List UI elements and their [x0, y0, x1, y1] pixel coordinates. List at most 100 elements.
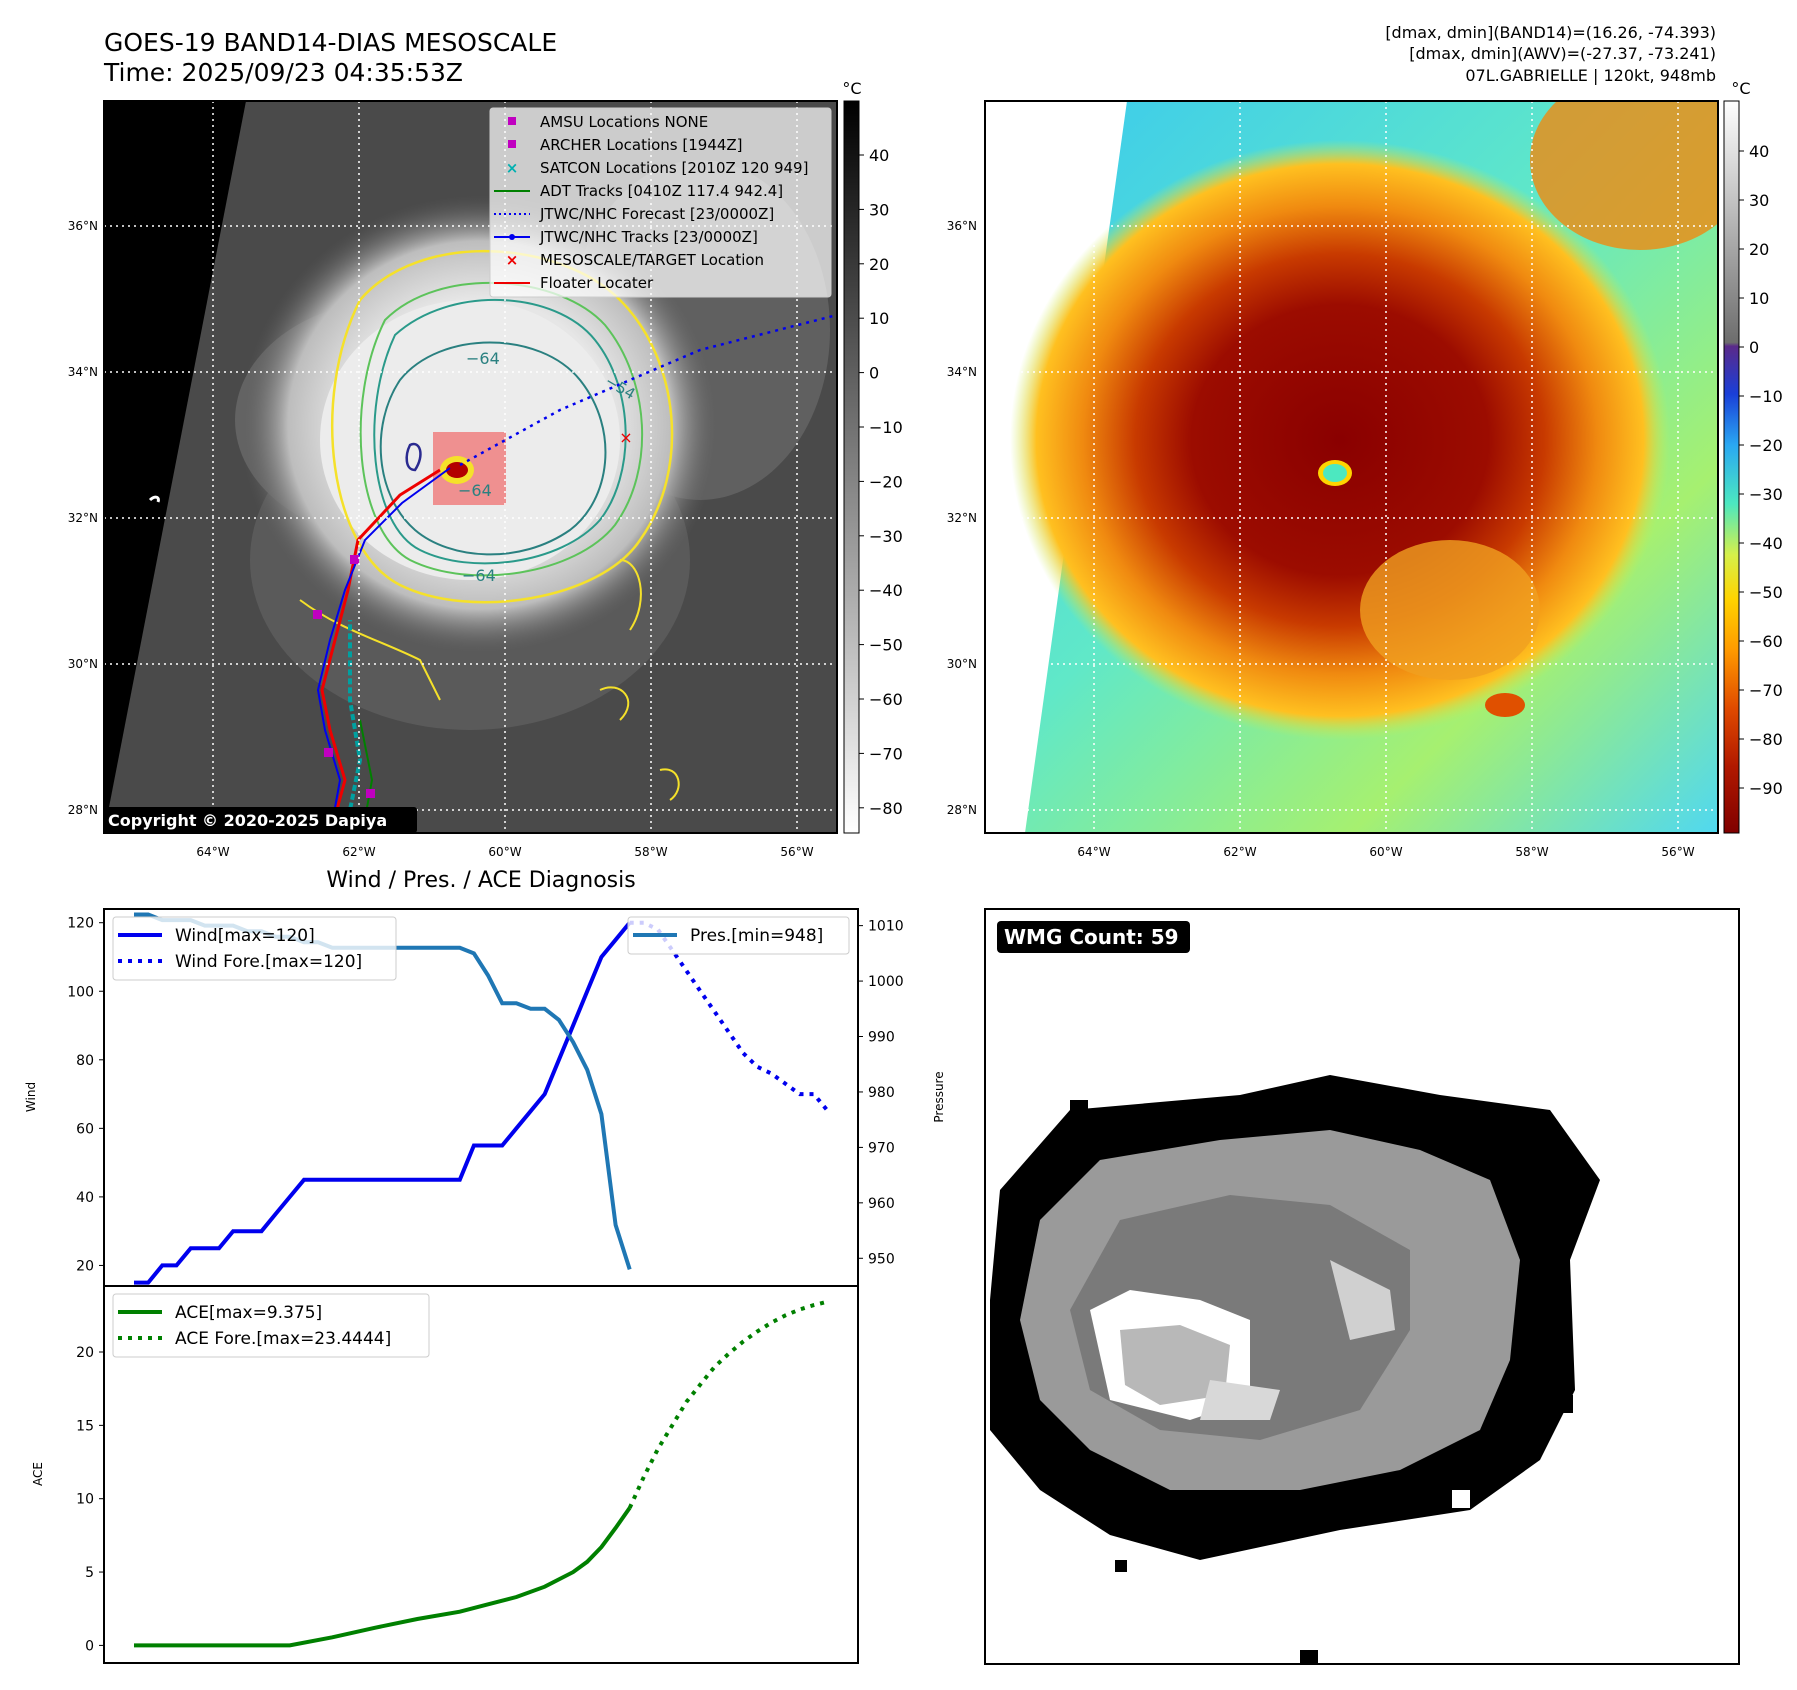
pressure-axis-label: Pressure — [932, 1071, 946, 1122]
colorbar-tick-label: −30 — [1749, 485, 1783, 504]
title-line-1: GOES-19 BAND14-DIAS MESOSCALE — [104, 28, 557, 57]
svg-text:×: × — [619, 428, 632, 447]
legend-entry: AMSU Locations NONE — [540, 113, 708, 131]
contour-label: −64 — [466, 349, 500, 368]
lon-label: 64°W — [1077, 845, 1110, 859]
lat-label: 32°N — [947, 511, 977, 525]
colorbar-tick-label: −80 — [869, 799, 903, 818]
storm-info: 07L.GABRIELLE | 120kt, 948mb — [1465, 66, 1716, 85]
lat-label: 34°N — [68, 365, 98, 379]
lat-label: 30°N — [947, 657, 977, 671]
title-line-2: Time: 2025/09/23 04:35:53Z — [103, 58, 463, 87]
lon-label: 64°W — [196, 845, 229, 859]
color-ir-map — [985, 101, 1718, 833]
y2-tick-label: 960 — [868, 1196, 895, 1212]
y-tick-label: 15 — [76, 1418, 94, 1434]
lon-label: 60°W — [1369, 845, 1402, 859]
wmg-count-badge — [997, 921, 1190, 953]
legend-entry: Pres.[min=948] — [690, 926, 823, 946]
y-tick-label: 5 — [85, 1565, 94, 1581]
lat-label: 32°N — [68, 511, 98, 525]
y2-tick-label: 970 — [868, 1140, 895, 1156]
right-map-lat-labels: 36°N 34°N 32°N 30°N 28°N — [947, 219, 977, 817]
ace-axis-label: ACE — [31, 1462, 45, 1486]
diagnosis-title: Wind / Pres. / ACE Diagnosis — [326, 868, 635, 893]
colorbar-tick-label: 40 — [1749, 142, 1769, 161]
y-tick-label: 60 — [76, 1121, 94, 1137]
legend-entry: ACE[max=9.375] — [175, 1303, 322, 1323]
svg-text:×: × — [506, 251, 519, 269]
y2-tick-label: 1010 — [868, 919, 904, 935]
series-line-wind — [134, 921, 632, 1285]
colorbar-tick-label: 40 — [869, 146, 889, 165]
pressure-legend: Pres.[min=948] — [627, 916, 850, 955]
wmg-panel — [985, 909, 1739, 1664]
legend-marker-amsu — [508, 117, 516, 125]
legend-entry: ADT Tracks [0410Z 117.4 942.4] — [540, 182, 783, 200]
stats-line-2: [dmax, dmin](AWV)=(-27.37, -73.241) — [1409, 44, 1716, 63]
colorbar-tick-label: 10 — [869, 309, 889, 328]
colorbar-tick-label: −70 — [1749, 681, 1783, 700]
wind-legend: Wind[max=120] Wind Fore.[max=120] — [112, 916, 397, 981]
colorbar-tick-label: 0 — [869, 364, 879, 383]
y-tick-label: 0 — [85, 1638, 94, 1654]
colorbar-tick-label: −90 — [1749, 779, 1783, 798]
lon-label: 58°W — [634, 845, 667, 859]
y-tick-label: 20 — [76, 1258, 94, 1274]
lat-label: 36°N — [68, 219, 98, 233]
y-tick-label: 80 — [76, 1053, 94, 1069]
y-tick-label: 20 — [76, 1345, 94, 1361]
y-tick-label: 120 — [67, 916, 94, 932]
legend-entry: Wind Fore.[max=120] — [175, 952, 362, 972]
y-tick-label: 10 — [76, 1492, 94, 1508]
legend-entry: ACE Fore.[max=23.4444] — [175, 1329, 391, 1349]
colorbar-tick-label: −40 — [1749, 534, 1783, 553]
colorbar-tick-label: −50 — [869, 636, 903, 655]
y2-tick-label: 950 — [868, 1251, 895, 1267]
legend-entry: MESOSCALE/TARGET Location — [540, 251, 764, 269]
colorbar-tick-label: 10 — [1749, 289, 1769, 308]
lat-label: 36°N — [947, 219, 977, 233]
colorbar-unit: °C — [1731, 79, 1750, 98]
colorbar-tick-label: −20 — [869, 472, 903, 491]
legend-marker-archer — [508, 140, 516, 148]
ace-chart: 0 5 10 15 20 — [76, 1299, 829, 1654]
copyright-text: Copyright © 2020-2025 Dapiya — [108, 811, 387, 830]
lon-label: 62°W — [342, 845, 375, 859]
right-map-lon-labels: 64°W 62°W 60°W 58°W 56°W — [1077, 845, 1694, 859]
y-tick-label: 100 — [67, 984, 94, 1000]
legend-entry: JTWC/NHC Forecast [23/0000Z] — [539, 205, 774, 223]
colorbar-tick-label: 20 — [1749, 240, 1769, 259]
legend-entry: Wind[max=120] — [175, 926, 315, 946]
colorbar-tick-label: −60 — [869, 690, 903, 709]
colorbar-tick-label: −70 — [869, 744, 903, 763]
colorbar-tick-label: 20 — [869, 255, 889, 274]
legend-entry: SATCON Locations [2010Z 120 949] — [540, 159, 808, 177]
stats-line-1: [dmax, dmin](BAND14)=(16.26, -74.393) — [1385, 23, 1716, 42]
wind-axis-label: Wind — [24, 1082, 38, 1112]
colorbar-tick-label: −20 — [1749, 436, 1783, 455]
y2-tick-label: 980 — [868, 1085, 895, 1101]
colorbar-tick-label: −40 — [869, 581, 903, 600]
colorbar-tick-label: 30 — [869, 200, 889, 219]
lon-label: 58°W — [1515, 845, 1548, 859]
y2-tick-label: 1000 — [868, 974, 904, 990]
lat-label: 28°N — [947, 803, 977, 817]
colorbar-tick-label: −30 — [869, 527, 903, 546]
legend-entry: ARCHER Locations [1944Z] — [540, 136, 743, 154]
contour-label: −64 — [458, 481, 492, 500]
contour-label: −64 — [462, 566, 496, 585]
colorbar-tick-label: 30 — [1749, 191, 1769, 210]
colorbar-unit: °C — [842, 79, 861, 98]
svg-text:×: × — [506, 159, 519, 177]
lat-label: 30°N — [68, 657, 98, 671]
lon-label: 60°W — [488, 845, 521, 859]
colorbar-tick-label: −60 — [1749, 632, 1783, 651]
legend-entry: Floater Locater — [540, 274, 654, 292]
colorbar-tick-label: −50 — [1749, 583, 1783, 602]
lat-label: 34°N — [947, 365, 977, 379]
colorbar-tick-label: 0 — [1749, 338, 1759, 357]
left-map-lon-labels: 64°W 62°W 60°W 58°W 56°W — [196, 845, 813, 859]
colorbar-tick-label: −10 — [1749, 387, 1783, 406]
